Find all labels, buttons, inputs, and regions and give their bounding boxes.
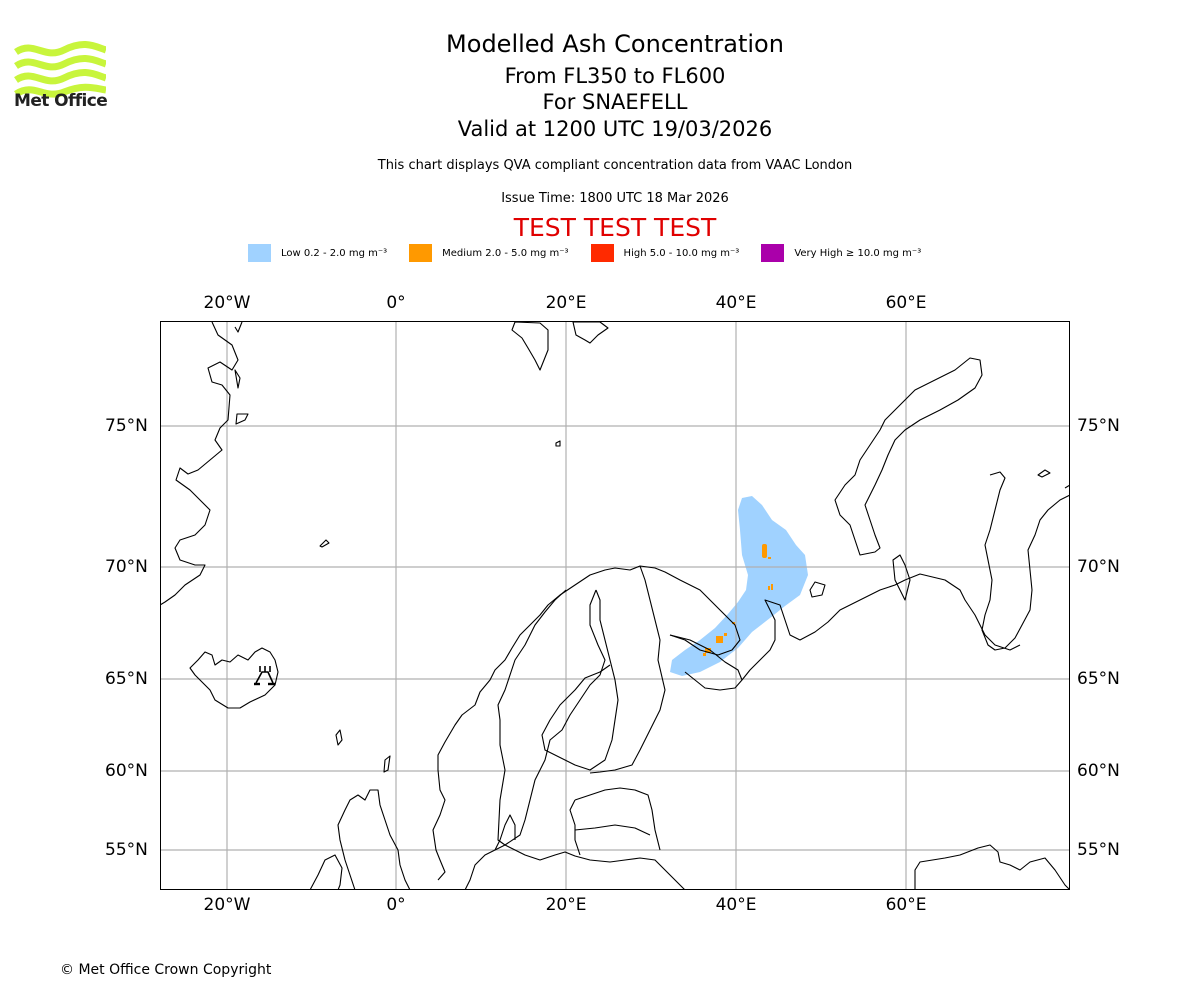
lon-label-top-20w: 20°W [203, 293, 251, 313]
lat-label-right-70n: 70°N [1077, 557, 1120, 577]
lat-label-right-75n: 75°N [1077, 416, 1120, 436]
legend-item-high: High 5.0 - 10.0 mg m⁻³ [590, 244, 740, 262]
coastlines [160, 321, 1070, 890]
met-office-logo-icon [14, 41, 106, 98]
lon-label-top-60e: 60°E [885, 293, 927, 313]
legend: Low 0.2 - 2.0 mg m⁻³ Medium 2.0 - 5.0 mg… [248, 244, 943, 262]
lon-label-top-0: 0° [386, 293, 406, 313]
legend-label-very-high: Very High ≥ 10.0 mg m⁻³ [794, 247, 922, 259]
legend-item-very-high: Very High ≥ 10.0 mg m⁻³ [761, 244, 921, 262]
lat-label-right-60n: 60°N [1077, 761, 1120, 781]
ash-plume-low [670, 496, 808, 676]
volcano-icon [254, 666, 275, 686]
legend-swatch-very-high [761, 244, 785, 262]
legend-item-medium: Medium 2.0 - 5.0 mg m⁻³ [409, 244, 569, 262]
lon-label-bottom-40e: 40°E [715, 895, 757, 915]
legend-label-medium: Medium 2.0 - 5.0 mg m⁻³ [442, 247, 569, 259]
lon-label-bottom-0: 0° [386, 895, 406, 915]
lat-label-left-70n: 70°N [105, 557, 148, 577]
lon-label-top-40e: 40°E [715, 293, 757, 313]
lon-label-bottom-60e: 60°E [885, 895, 927, 915]
volcano-name: For SNAEFELL [542, 90, 688, 114]
lat-label-right-65n: 65°N [1077, 669, 1120, 689]
lon-label-bottom-20w: 20°W [203, 895, 251, 915]
lon-label-top-20e: 20°E [545, 293, 587, 313]
lon-label-bottom-20e: 20°E [545, 895, 587, 915]
legend-label-low: Low 0.2 - 2.0 mg m⁻³ [281, 247, 388, 259]
ash-concentration-map [160, 321, 1070, 890]
lat-label-right-55n: 55°N [1077, 840, 1120, 860]
graticule [160, 321, 1070, 890]
siberia-coastline [914, 844, 1070, 890]
chart-title: Modelled Ash Concentration [446, 30, 784, 58]
valid-time: Valid at 1200 UTC 19/03/2026 [457, 117, 773, 141]
copyright-notice: © Met Office Crown Copyright [60, 962, 272, 978]
legend-swatch-medium [409, 244, 433, 262]
lat-label-left-55n: 55°N [105, 840, 148, 860]
lat-label-left-60n: 60°N [105, 761, 148, 781]
legend-swatch-low [248, 244, 271, 262]
legend-label-high: High 5.0 - 10.0 mg m⁻³ [623, 247, 740, 259]
lat-label-left-65n: 65°N [105, 669, 148, 689]
lat-label-left-75n: 75°N [105, 416, 148, 436]
map-frame [160, 321, 1070, 890]
legend-item-low: Low 0.2 - 2.0 mg m⁻³ [248, 244, 387, 262]
test-banner: TEST TEST TEST [513, 213, 717, 242]
met-office-wordmark: Met Office [14, 91, 108, 111]
novaya-zemlya-coastline [834, 357, 983, 556]
legend-swatch-high [590, 244, 614, 262]
issue-time: Issue Time: 1800 UTC 18 Mar 2026 [501, 191, 729, 206]
chart-description: This chart displays QVA compliant concen… [377, 158, 853, 173]
flight-level-range: From FL350 to FL600 [504, 64, 726, 88]
iceland-coastline [189, 647, 279, 709]
